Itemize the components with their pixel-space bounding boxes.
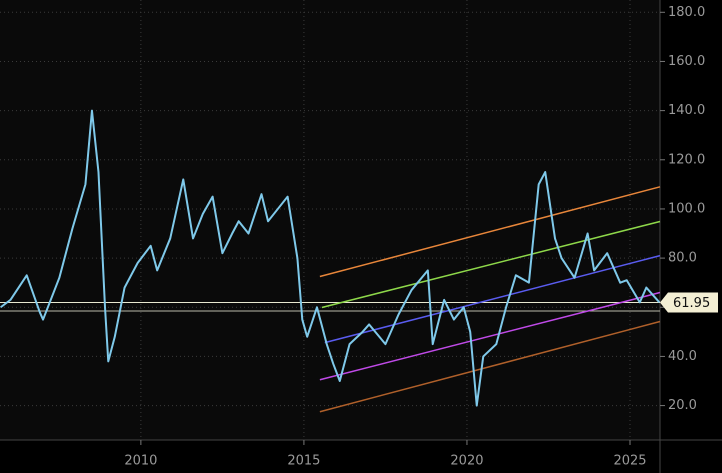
y-tick-label: 80.0 — [668, 251, 697, 266]
y-tick-label: 160.0 — [668, 54, 705, 69]
plot-area — [0, 0, 660, 440]
y-tick-label: 100.0 — [668, 201, 705, 216]
last-price-box — [660, 292, 718, 313]
channel-line — [319, 320, 661, 413]
y-tick-label: 180.0 — [668, 5, 705, 20]
channel-line — [319, 186, 661, 278]
channel-line — [319, 291, 661, 381]
x-tick-label: 2025 — [613, 454, 646, 469]
x-tick-label: 2015 — [287, 454, 320, 469]
last-price-label: 61.95 — [673, 296, 710, 311]
y-tick-label: 120.0 — [668, 152, 705, 167]
y-tick-label: 20.0 — [668, 398, 697, 413]
price-line — [0, 109, 661, 407]
y-tick-label: 40.0 — [668, 349, 697, 364]
channel-line — [324, 254, 661, 344]
x-tick-label: 2010 — [124, 454, 157, 469]
x-tick-label: 2020 — [450, 454, 483, 469]
y-tick-label: 140.0 — [668, 103, 705, 118]
channel-line — [321, 220, 661, 309]
